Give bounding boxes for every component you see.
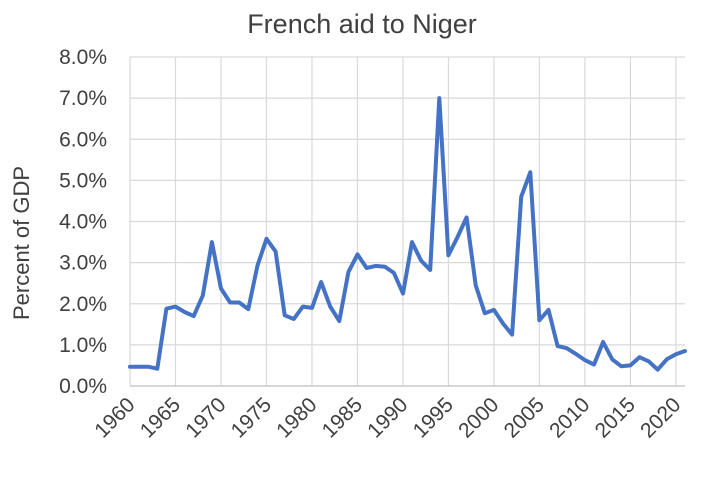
y-tick-label: 0.0% (59, 375, 107, 398)
x-tick-label: 2010 (545, 393, 594, 442)
y-tick-label: 2.0% (59, 293, 107, 316)
series-line (128, 96, 687, 372)
x-tick-label: 1970 (181, 393, 230, 442)
x-tick-label: 1960 (90, 393, 139, 442)
x-tick-label: 2020 (636, 393, 685, 442)
x-tick-label: 2000 (454, 393, 503, 442)
y-gridlines (130, 56, 685, 346)
x-tick-label: 1990 (363, 393, 412, 442)
x-tick-label: 1975 (227, 393, 276, 442)
x-tick-label: 1985 (318, 393, 367, 442)
y-tick-label: 6.0% (59, 128, 107, 151)
y-tick-label: 7.0% (59, 87, 107, 110)
x-tick-label: 1965 (136, 393, 185, 442)
y-tick-label: 8.0% (59, 46, 107, 69)
y-axis-label: Percent of GDP (9, 166, 34, 320)
y-tick-label: 4.0% (59, 211, 107, 234)
x-tick-label: 2005 (500, 393, 549, 442)
x-gridlines (129, 57, 677, 386)
x-tick-label: 1995 (409, 393, 458, 442)
x-axis-ticks: 1960196519701975198019851990199520002005… (90, 393, 685, 442)
x-tick-label: 1980 (272, 393, 321, 442)
x-tick-label: 2015 (591, 393, 640, 442)
y-tick-label: 3.0% (59, 252, 107, 275)
chart-title: French aid to Niger (247, 9, 477, 39)
y-tick-label: 5.0% (59, 169, 107, 192)
y-tick-label: 1.0% (59, 334, 107, 357)
y-axis-ticks: 0.0% 1.0% 2.0% 3.0% 4.0% 5.0% 6.0% 7.0% 8.0% (59, 46, 107, 398)
series-layer (128, 96, 687, 372)
